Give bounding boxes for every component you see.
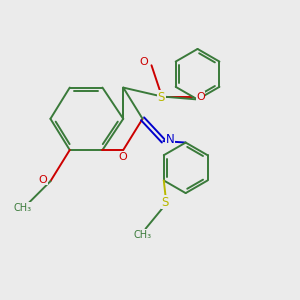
- Text: S: S: [161, 196, 169, 208]
- Text: O: O: [196, 92, 205, 101]
- Text: S: S: [158, 91, 165, 103]
- Text: O: O: [39, 175, 47, 185]
- Text: CH₃: CH₃: [13, 203, 31, 213]
- Text: O: O: [140, 57, 148, 67]
- Text: N: N: [166, 133, 174, 146]
- Text: CH₃: CH₃: [134, 230, 152, 240]
- Text: O: O: [119, 152, 128, 161]
